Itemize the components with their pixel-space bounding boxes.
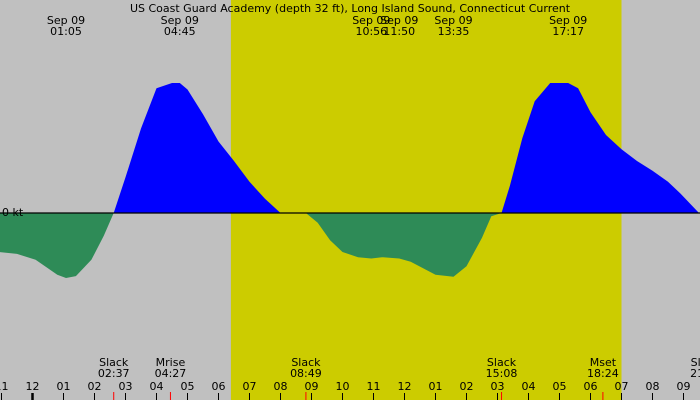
peak-date-label: Sep 09 — [352, 14, 390, 27]
hour-tick-label: 05 — [181, 380, 195, 393]
hour-tick-label: 08 — [274, 380, 288, 393]
chart-title: US Coast Guard Academy (depth 32 ft), Lo… — [130, 2, 571, 15]
hour-tick-label: 07 — [615, 380, 629, 393]
flood-area — [113, 83, 281, 213]
flood-area — [501, 83, 699, 213]
hour-tick-label: 05 — [553, 380, 567, 393]
peak-date-label: Sep 09 — [434, 14, 472, 27]
zero-kt-label: 0 kt — [2, 206, 24, 219]
peak-time-label: 11:50 — [383, 25, 415, 38]
peak-time-label: 10:56 — [355, 25, 387, 38]
hour-tick-label: 04 — [522, 380, 536, 393]
event-time-label: 21: — [690, 367, 700, 380]
hour-axis: 11 12 01 02 03 04 05 06 07 08 09 10 11 12 01 02 03 04 05 06… — [0, 380, 691, 400]
event-name-label: Slack — [487, 356, 517, 369]
event-name-label: Sla — [691, 356, 700, 369]
event-labels: Slack02:37Mrise04:27Slack08:49Slack15:08… — [98, 356, 700, 400]
peak-time-label: 04:45 — [164, 25, 196, 38]
hour-tick-label: 01 — [429, 380, 443, 393]
current-areas — [0, 83, 699, 278]
hour-tick-label: 12 — [398, 380, 412, 393]
hour-tick-label: 12 — [26, 380, 40, 393]
hour-tick-label: 09 — [305, 380, 319, 393]
event-name-label: Mset — [590, 356, 617, 369]
hour-tick-label: 04 — [150, 380, 164, 393]
event-time-label: 08:49 — [290, 367, 322, 380]
hour-tick-label: 08 — [646, 380, 660, 393]
event-name-label: Slack — [291, 356, 321, 369]
event-time-label: 15:08 — [486, 367, 518, 380]
peak-date-label: Sep 09 — [47, 14, 85, 27]
hour-tick-label: 06 — [212, 380, 226, 393]
ebb-area — [0, 213, 114, 278]
event-name-label: Slack — [99, 356, 129, 369]
peak-time-label: 17:17 — [552, 25, 584, 38]
hour-tick-label: 01 — [57, 380, 71, 393]
event-time-label: 02:37 — [98, 367, 130, 380]
hour-tick-label: 11 — [367, 380, 381, 393]
hour-tick-label: 02 — [460, 380, 474, 393]
ebb-area — [305, 213, 502, 277]
peak-time-label: 13:35 — [438, 25, 470, 38]
hour-tick-label: 06 — [584, 380, 598, 393]
hour-tick-label: 03 — [119, 380, 133, 393]
hour-tick-label: 02 — [88, 380, 102, 393]
peak-date-label: Sep 09 — [380, 14, 418, 27]
peak-date-label: Sep 09 — [161, 14, 199, 27]
hour-tick-label: 11 — [0, 380, 9, 393]
event-time-label: 18:24 — [587, 367, 619, 380]
event-name-label: Mrise — [156, 356, 186, 369]
hour-tick-label: 03 — [491, 380, 505, 393]
event-time-label: 04:27 — [155, 367, 187, 380]
hour-tick-label: 07 — [243, 380, 257, 393]
peak-time-label: 01:05 — [50, 25, 82, 38]
peak-date-label: Sep 09 — [549, 14, 587, 27]
hour-tick-label: 10 — [336, 380, 350, 393]
hour-tick-label: 09 — [677, 380, 691, 393]
